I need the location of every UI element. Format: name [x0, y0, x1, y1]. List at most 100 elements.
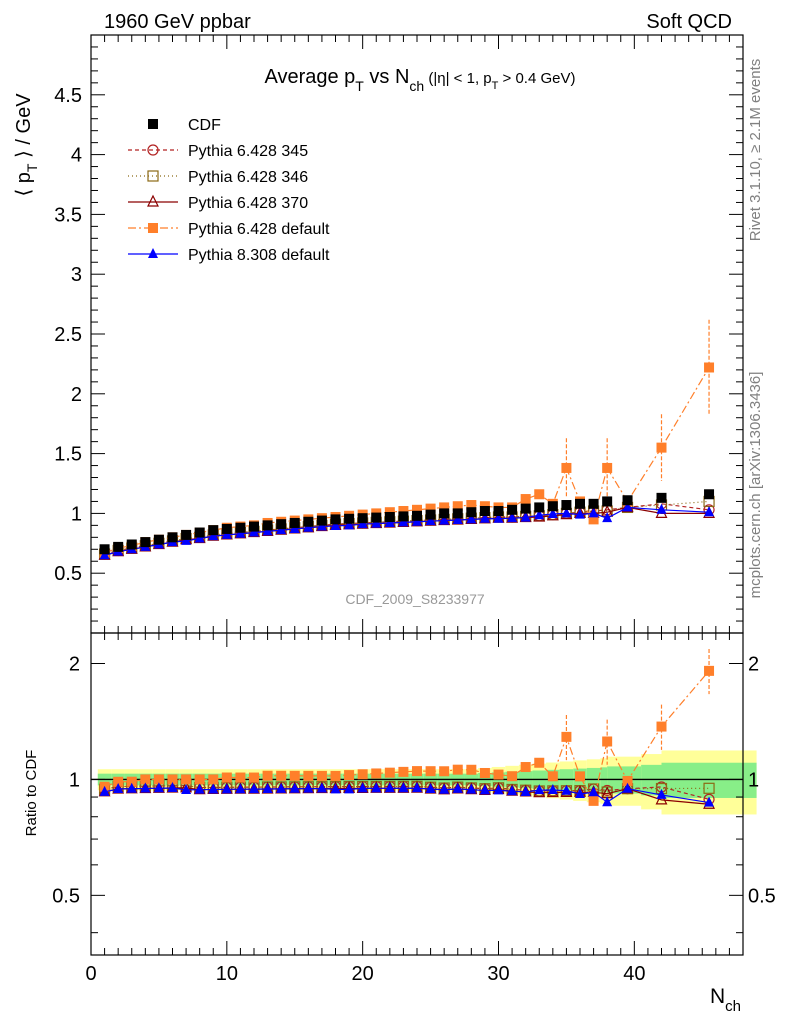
mcplots-label: mcplots.cern.ch [arXiv:1306.3436]	[747, 372, 764, 599]
ratio-point	[167, 781, 178, 792]
ratio-point	[126, 782, 137, 793]
ratio-point	[113, 782, 124, 793]
ratio-point	[181, 774, 192, 785]
ratio-point	[344, 770, 355, 781]
data-point	[221, 523, 232, 534]
ratio-point	[153, 782, 164, 793]
data-point	[439, 502, 450, 513]
legend-marker	[147, 194, 159, 207]
data-point	[479, 512, 490, 523]
ratio-point	[703, 782, 715, 794]
data-point	[249, 521, 259, 532]
ratio-point	[371, 768, 382, 779]
ratio-point	[493, 784, 504, 795]
ratio-point	[534, 757, 545, 768]
data-point	[235, 522, 246, 533]
ratio-point	[547, 771, 558, 782]
ratio-point	[412, 782, 422, 793]
data-point	[289, 517, 300, 528]
ratio-point	[507, 785, 518, 796]
y-tick-label: 2.5	[54, 324, 82, 346]
data-point	[357, 513, 368, 524]
ratio-point	[622, 782, 633, 793]
ratio-point	[439, 783, 450, 794]
ratio-point	[262, 770, 273, 781]
data-point	[575, 508, 585, 519]
data-point	[507, 504, 518, 515]
ratio-point	[289, 782, 300, 793]
data-point	[520, 511, 531, 522]
y-tick-label: 4	[71, 145, 82, 167]
ratio-point	[534, 784, 545, 795]
data-point	[452, 508, 463, 519]
data-point	[140, 537, 151, 548]
series-2	[98, 495, 715, 560]
ratio-point	[704, 665, 715, 676]
ratio-point	[357, 769, 368, 780]
x-axis-label: Nch	[710, 985, 741, 1015]
data-point	[602, 462, 613, 473]
data-point	[622, 495, 633, 506]
data-point	[656, 442, 667, 453]
ratio-point	[194, 783, 205, 794]
data-point	[602, 512, 613, 523]
data-point	[622, 501, 633, 512]
ratio-point	[208, 783, 219, 794]
ratio-y-axis-label: Ratio to CDF	[23, 750, 40, 837]
data-point	[330, 519, 341, 530]
data-point	[425, 515, 436, 526]
legend-item: Pythia 6.428 346	[128, 169, 308, 186]
ratio-point	[704, 796, 715, 807]
data-point	[704, 362, 715, 373]
ratio-series-4	[99, 648, 715, 806]
ratio-point	[194, 774, 205, 785]
data-point	[534, 509, 545, 520]
ratio-point	[235, 783, 246, 794]
data-point	[656, 492, 667, 503]
data-point	[167, 532, 178, 543]
ratio-point	[276, 770, 287, 781]
ratio-y-tick-label: 1	[69, 769, 80, 791]
legend-marker	[148, 119, 158, 129]
data-point	[398, 506, 409, 517]
legend-label: Pythia 6.428 370	[188, 195, 308, 212]
data-point	[398, 511, 409, 522]
data-point	[704, 506, 715, 517]
ratio-point	[330, 783, 341, 794]
y-tick-label: 3	[71, 264, 82, 286]
legend-item: Pythia 6.428 345	[128, 143, 308, 160]
ratio-point	[602, 796, 613, 807]
data-point	[412, 504, 422, 515]
x-tick-label: 10	[216, 963, 238, 985]
ratio-point	[588, 795, 599, 806]
ratio-point	[384, 782, 395, 793]
header-left: 1960 GeV ppbar	[104, 11, 251, 33]
ratio-point	[126, 776, 137, 787]
data-point	[479, 506, 490, 517]
data-point	[466, 513, 477, 524]
data-point	[99, 544, 110, 555]
ratio-point	[466, 764, 477, 775]
legend-marker	[147, 144, 159, 156]
x-tick-label: 30	[487, 963, 509, 985]
ratio-point	[140, 782, 151, 793]
ratio-point	[507, 771, 518, 782]
ratio-point	[262, 782, 273, 793]
data-point	[493, 512, 504, 523]
stat-band	[661, 762, 757, 798]
legend-item: Pythia 6.428 370	[128, 194, 308, 212]
ratio-panel: 0.5 0.5 1 1 2 2 Ratio to CDF 0 10 20 30 40 Nch	[23, 632, 776, 1015]
legend-label: Pythia 6.428 346	[188, 169, 308, 186]
ratio-point	[479, 767, 490, 778]
rivet-label: Rivet 3.1.10, ≥ 2.1M events	[747, 59, 764, 242]
data-point	[344, 513, 355, 524]
ratio-point	[153, 774, 164, 785]
ratio-point	[289, 770, 300, 781]
ratio-point	[303, 770, 314, 781]
data-point	[588, 507, 599, 518]
data-point	[520, 494, 531, 505]
ratio-point	[140, 774, 151, 785]
y-tick-label: 1.5	[54, 444, 82, 466]
ratio-point	[99, 785, 110, 796]
